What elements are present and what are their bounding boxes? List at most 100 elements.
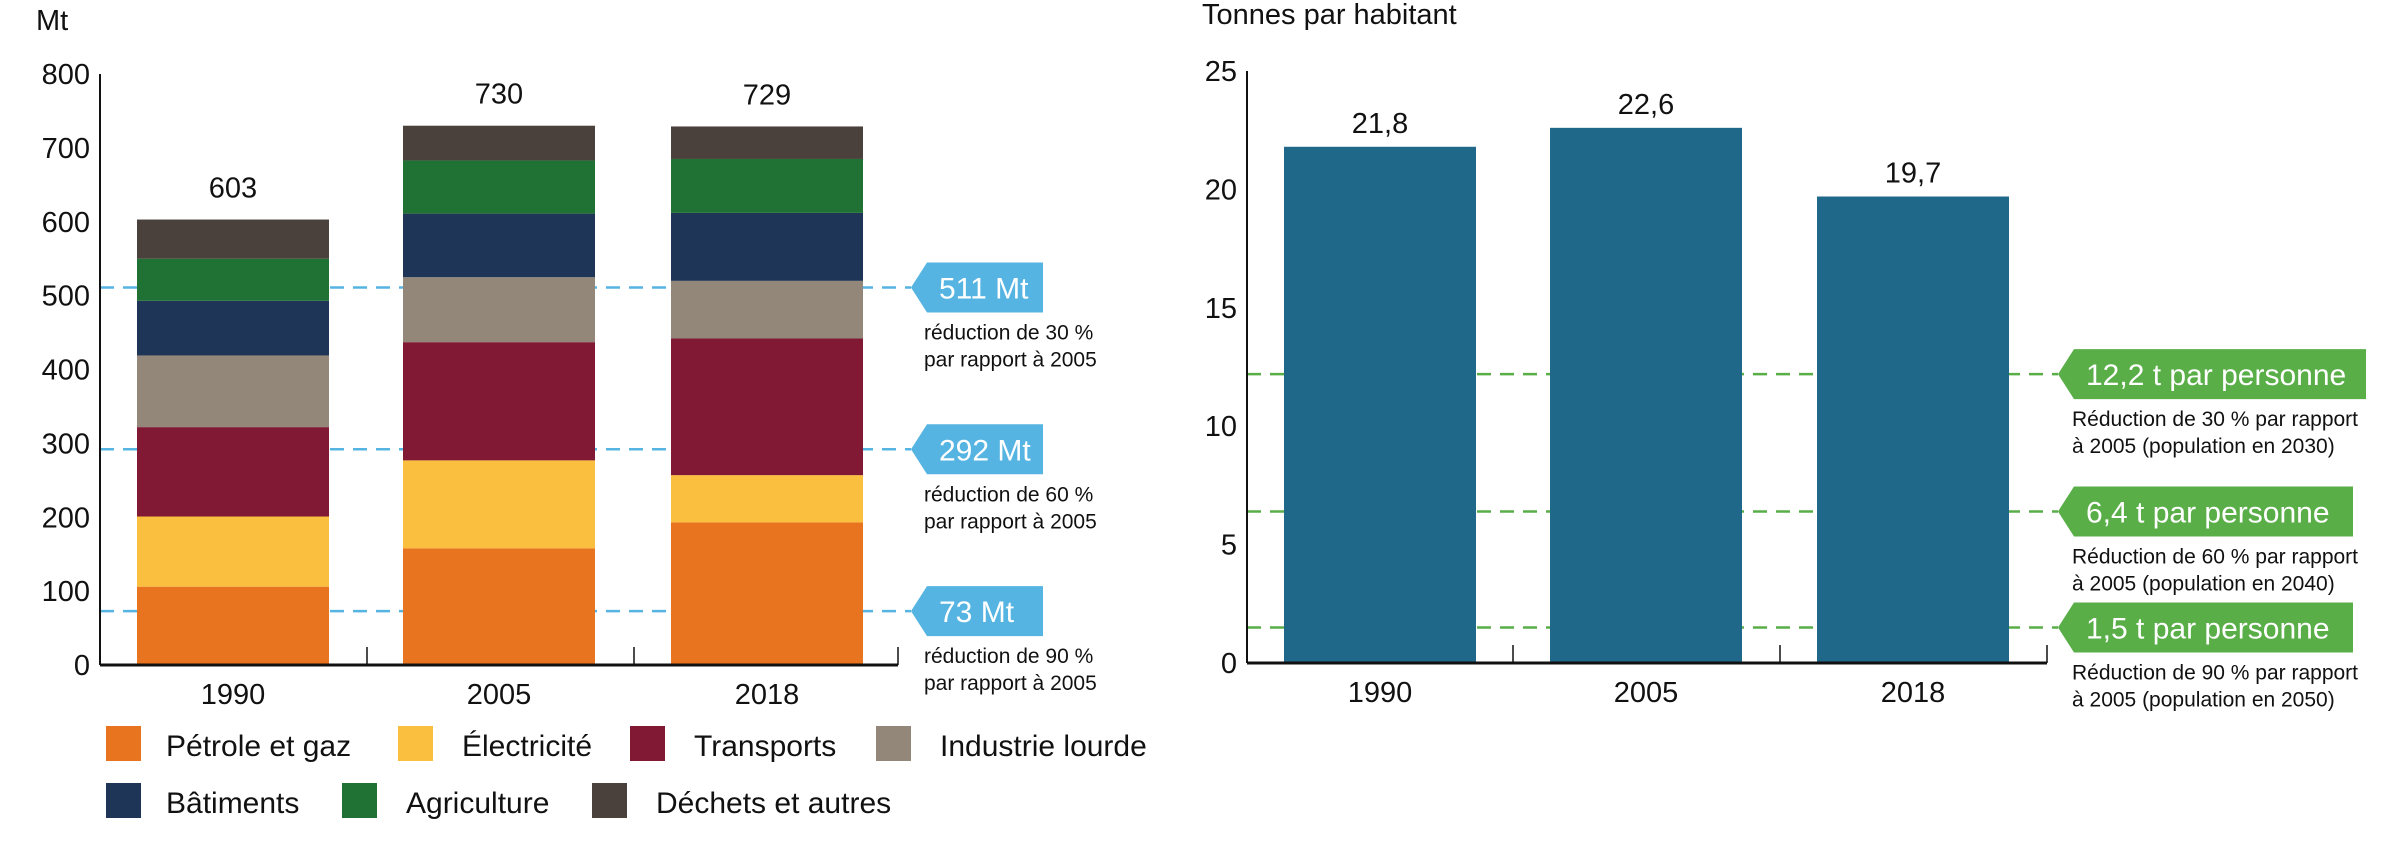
target-note: par rapport à 2005 [924, 348, 1097, 371]
y-tick-label: 800 [42, 59, 90, 91]
y-axis-label: Tonnes par habitant [1202, 0, 1457, 31]
bar-total-label: 730 [475, 79, 523, 111]
bar-total-label: 603 [209, 173, 257, 205]
target-badge [911, 586, 1043, 637]
x-tick-label: 2005 [467, 679, 532, 711]
target-badge-label: 73 Mt [939, 596, 1015, 629]
bar-value-label: 22,6 [1618, 89, 1674, 121]
target-badge-label: 6,4 t par personne [2086, 496, 2330, 529]
y-tick-label: 200 [42, 502, 90, 534]
bar [1817, 196, 2009, 663]
bar-segment [137, 258, 329, 301]
target-badge-label: 511 Mt [939, 272, 1029, 305]
y-tick-label: 0 [1221, 648, 1237, 680]
legend-swatch [398, 726, 433, 761]
legend: Pétrole et gaz Électricité Transports Indus… [106, 726, 1147, 820]
bar-total-label: 729 [743, 79, 791, 111]
target-badge [2058, 349, 2366, 400]
bar-segment [137, 355, 329, 428]
target-badge [911, 424, 1043, 475]
legend-item: Bâtiments [106, 783, 299, 820]
y-tick-label: 15 [1205, 293, 1237, 325]
bar-segment [137, 586, 329, 665]
bar-segment [137, 219, 329, 259]
target-badge [2058, 486, 2353, 537]
bar-segment [671, 280, 863, 339]
x-tick-label: 1990 [201, 679, 266, 711]
legend-label: Agriculture [406, 787, 549, 820]
legend-label: Transports [694, 730, 836, 763]
target-note: réduction de 60 % [924, 483, 1093, 506]
bar-segment [137, 516, 329, 587]
target-note: réduction de 90 % [924, 645, 1093, 668]
bar-segment [403, 160, 595, 214]
legend-swatch [106, 726, 141, 761]
target-badge-label: 292 Mt [939, 434, 1031, 467]
target-note: à 2005 (population en 2050) [2072, 688, 2335, 711]
y-tick-label: 0 [74, 650, 90, 682]
bar-segment [403, 125, 595, 161]
y-tick-label: 25 [1205, 56, 1237, 88]
bar-segment [137, 427, 329, 517]
target-note: Réduction de 30 % par rapport [2072, 408, 2358, 431]
y-tick-label: 400 [42, 355, 90, 387]
bar-segment [403, 460, 595, 549]
legend-item: Transports [630, 726, 836, 763]
y-axis-label: Mt [36, 5, 68, 37]
legend-swatch [342, 783, 377, 818]
bar-segment [671, 126, 863, 159]
y-tick-label: 700 [42, 133, 90, 165]
bar-value-label: 19,7 [1885, 158, 1941, 190]
legend-item: Électricité [398, 726, 592, 763]
bar [1284, 146, 1476, 663]
bar-segment [403, 213, 595, 278]
x-tick-label: 1990 [1348, 677, 1413, 709]
target-badge-label: 1,5 t par personne [2086, 612, 2330, 645]
bar-segment [403, 548, 595, 665]
bar-segment [671, 158, 863, 213]
y-tick-label: 600 [42, 207, 90, 239]
legend-item: Agriculture [342, 783, 549, 820]
bar-segment [403, 277, 595, 343]
legend-swatch [106, 783, 141, 818]
y-tick-label: 5 [1221, 530, 1237, 562]
emissions-stacked-chart: Mt 0 100 200 300 400 500 600 700 800 603 1990 730 200… [36, 5, 1097, 711]
bar-segment [137, 300, 329, 356]
bar-segment [671, 522, 863, 665]
legend-label: Déchets et autres [656, 787, 891, 820]
bar-segment [671, 212, 863, 281]
x-tick-label: 2005 [1614, 677, 1679, 709]
per-capita-chart: Tonnes par habitant 0 5 10 15 20 25 21,8 1990 22,… [1202, 0, 2366, 711]
legend-label: Bâtiments [166, 787, 299, 820]
x-tick-label: 2018 [735, 679, 800, 711]
y-tick-label: 100 [42, 576, 90, 608]
target-badge-label: 12,2 t par personne [2086, 359, 2346, 392]
legend-swatch [592, 783, 627, 818]
target-note: réduction de 30 % [924, 321, 1093, 344]
target-note: à 2005 (population en 2040) [2072, 572, 2335, 595]
legend-label: Industrie lourde [940, 730, 1147, 763]
target-note: par rapport à 2005 [924, 510, 1097, 533]
legend-item: Industrie lourde [876, 726, 1147, 763]
target-note: à 2005 (population en 2030) [2072, 435, 2335, 458]
legend-label: Pétrole et gaz [166, 730, 351, 763]
y-tick-label: 20 [1205, 174, 1237, 206]
x-tick-label: 2018 [1881, 677, 1946, 709]
y-tick-label: 10 [1205, 411, 1237, 443]
bar-segment [671, 475, 863, 523]
legend-swatch [630, 726, 665, 761]
legend-label: Électricité [462, 730, 592, 763]
target-badge [911, 262, 1043, 313]
bar [1550, 127, 1742, 663]
y-tick-label: 500 [42, 281, 90, 313]
target-badge [2058, 602, 2353, 653]
bar-segment [671, 338, 863, 476]
target-note: par rapport à 2005 [924, 672, 1097, 695]
y-tick-label: 300 [42, 428, 90, 460]
legend-item: Déchets et autres [592, 783, 891, 820]
legend-swatch [876, 726, 911, 761]
target-note: Réduction de 60 % par rapport [2072, 545, 2358, 568]
target-note: Réduction de 90 % par rapport [2072, 661, 2358, 684]
legend-item: Pétrole et gaz [106, 726, 351, 763]
